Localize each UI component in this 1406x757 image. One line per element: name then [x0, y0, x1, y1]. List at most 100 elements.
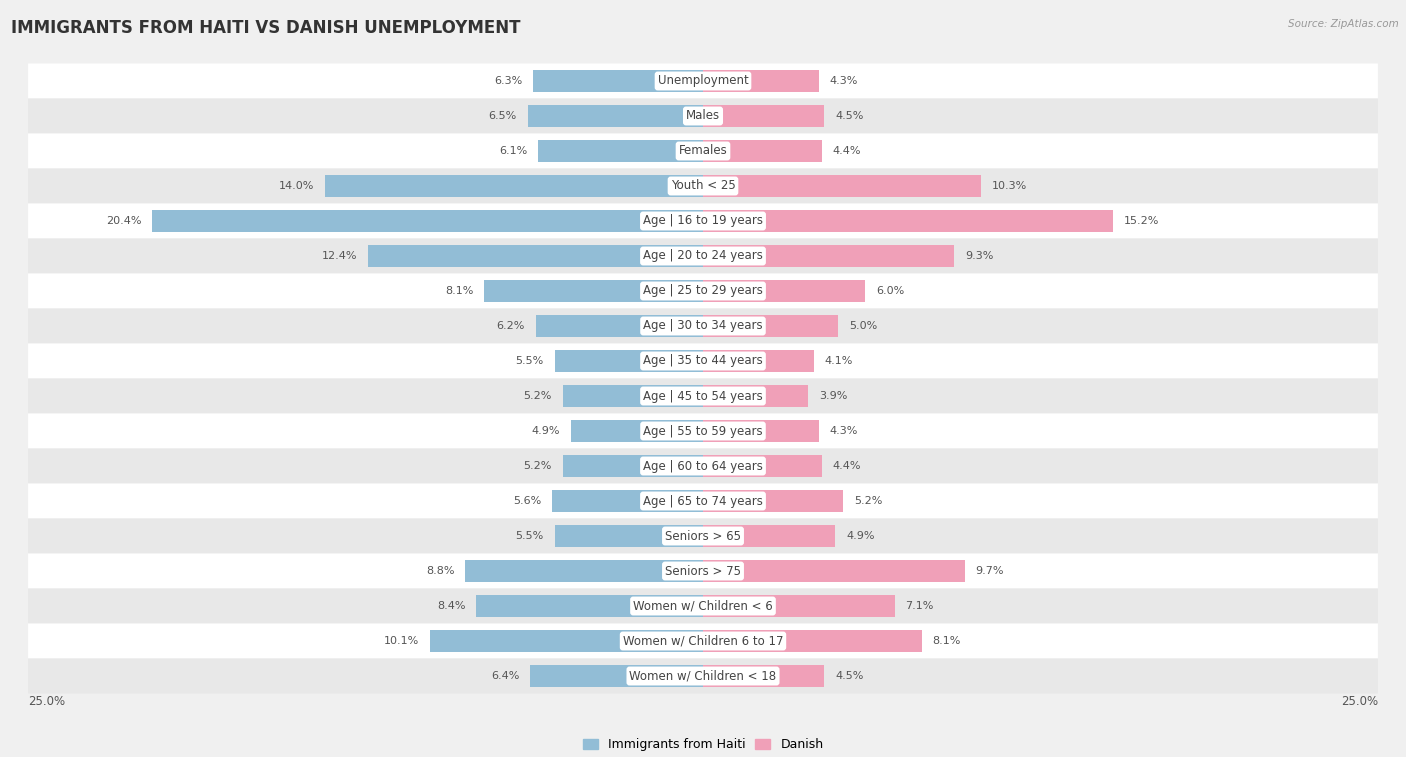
Text: 8.8%: 8.8% [426, 566, 454, 576]
Text: 8.1%: 8.1% [932, 636, 960, 646]
Bar [551, 490, 703, 512]
Text: Seniors > 75: Seniors > 75 [665, 565, 741, 578]
Text: 4.4%: 4.4% [832, 146, 860, 156]
Text: 6.0%: 6.0% [876, 286, 904, 296]
Text: 3.9%: 3.9% [820, 391, 848, 401]
FancyBboxPatch shape [28, 659, 1378, 693]
FancyBboxPatch shape [28, 133, 1378, 169]
Text: 5.5%: 5.5% [516, 531, 544, 541]
Text: Age | 60 to 64 years: Age | 60 to 64 years [643, 459, 763, 472]
FancyBboxPatch shape [28, 204, 1378, 238]
Text: 10.3%: 10.3% [991, 181, 1028, 191]
FancyBboxPatch shape [28, 64, 1378, 98]
FancyBboxPatch shape [28, 344, 1378, 378]
Text: 5.6%: 5.6% [513, 496, 541, 506]
Bar [538, 140, 703, 162]
Text: 6.1%: 6.1% [499, 146, 527, 156]
Text: 8.1%: 8.1% [446, 286, 474, 296]
Bar [477, 595, 703, 617]
Text: 6.2%: 6.2% [496, 321, 524, 331]
Text: 5.5%: 5.5% [516, 356, 544, 366]
Bar [703, 665, 824, 687]
Bar [703, 245, 955, 267]
Bar [571, 420, 703, 442]
Text: Seniors > 65: Seniors > 65 [665, 529, 741, 543]
Bar [484, 280, 703, 302]
Text: 8.4%: 8.4% [437, 601, 465, 611]
Text: 4.3%: 4.3% [830, 426, 858, 436]
Bar [703, 490, 844, 512]
Bar [562, 385, 703, 407]
Bar [703, 175, 981, 197]
Text: 4.9%: 4.9% [846, 531, 875, 541]
Bar [703, 210, 1114, 232]
Bar [554, 525, 703, 547]
Bar [703, 455, 821, 477]
Bar [703, 350, 814, 372]
Text: 12.4%: 12.4% [322, 251, 357, 261]
FancyBboxPatch shape [28, 169, 1378, 204]
Text: Females: Females [679, 145, 727, 157]
Bar [703, 560, 965, 582]
FancyBboxPatch shape [28, 588, 1378, 624]
Text: 5.2%: 5.2% [523, 461, 551, 471]
Bar [703, 315, 838, 337]
FancyBboxPatch shape [28, 553, 1378, 588]
Text: Age | 55 to 59 years: Age | 55 to 59 years [643, 425, 763, 438]
Text: Age | 65 to 74 years: Age | 65 to 74 years [643, 494, 763, 507]
Bar [368, 245, 703, 267]
FancyBboxPatch shape [28, 519, 1378, 553]
Text: 15.2%: 15.2% [1125, 216, 1160, 226]
Text: Age | 45 to 54 years: Age | 45 to 54 years [643, 390, 763, 403]
FancyBboxPatch shape [28, 238, 1378, 273]
Bar [562, 455, 703, 477]
FancyBboxPatch shape [28, 378, 1378, 413]
Text: Youth < 25: Youth < 25 [671, 179, 735, 192]
Bar [430, 630, 703, 652]
Text: 5.0%: 5.0% [849, 321, 877, 331]
Bar [152, 210, 703, 232]
FancyBboxPatch shape [28, 273, 1378, 309]
Bar [536, 315, 703, 337]
Bar [703, 385, 808, 407]
FancyBboxPatch shape [28, 98, 1378, 133]
Text: 4.5%: 4.5% [835, 111, 863, 121]
Bar [703, 525, 835, 547]
Text: 4.5%: 4.5% [835, 671, 863, 681]
Text: Age | 20 to 24 years: Age | 20 to 24 years [643, 250, 763, 263]
Text: Women w/ Children < 18: Women w/ Children < 18 [630, 669, 776, 683]
Text: Age | 30 to 34 years: Age | 30 to 34 years [643, 319, 763, 332]
Text: IMMIGRANTS FROM HAITI VS DANISH UNEMPLOYMENT: IMMIGRANTS FROM HAITI VS DANISH UNEMPLOY… [11, 19, 520, 37]
Text: 4.1%: 4.1% [824, 356, 853, 366]
Bar [703, 140, 821, 162]
Bar [703, 70, 820, 92]
Text: 7.1%: 7.1% [905, 601, 934, 611]
Text: 20.4%: 20.4% [105, 216, 142, 226]
Bar [554, 350, 703, 372]
Bar [527, 105, 703, 127]
FancyBboxPatch shape [28, 448, 1378, 484]
Text: 6.4%: 6.4% [491, 671, 519, 681]
Text: Source: ZipAtlas.com: Source: ZipAtlas.com [1288, 19, 1399, 29]
Text: Males: Males [686, 110, 720, 123]
FancyBboxPatch shape [28, 309, 1378, 344]
Text: 6.3%: 6.3% [494, 76, 522, 86]
Text: 9.3%: 9.3% [965, 251, 993, 261]
Bar [530, 665, 703, 687]
Bar [703, 105, 824, 127]
Text: 25.0%: 25.0% [28, 695, 65, 708]
FancyBboxPatch shape [28, 413, 1378, 448]
Bar [465, 560, 703, 582]
Bar [325, 175, 703, 197]
Bar [703, 630, 922, 652]
Text: Age | 25 to 29 years: Age | 25 to 29 years [643, 285, 763, 298]
Text: 5.2%: 5.2% [855, 496, 883, 506]
Text: 4.9%: 4.9% [531, 426, 560, 436]
Text: 5.2%: 5.2% [523, 391, 551, 401]
Text: Age | 35 to 44 years: Age | 35 to 44 years [643, 354, 763, 367]
Text: Women w/ Children < 6: Women w/ Children < 6 [633, 600, 773, 612]
Legend: Immigrants from Haiti, Danish: Immigrants from Haiti, Danish [578, 734, 828, 756]
Text: Unemployment: Unemployment [658, 74, 748, 88]
Bar [703, 280, 865, 302]
Text: Age | 16 to 19 years: Age | 16 to 19 years [643, 214, 763, 228]
